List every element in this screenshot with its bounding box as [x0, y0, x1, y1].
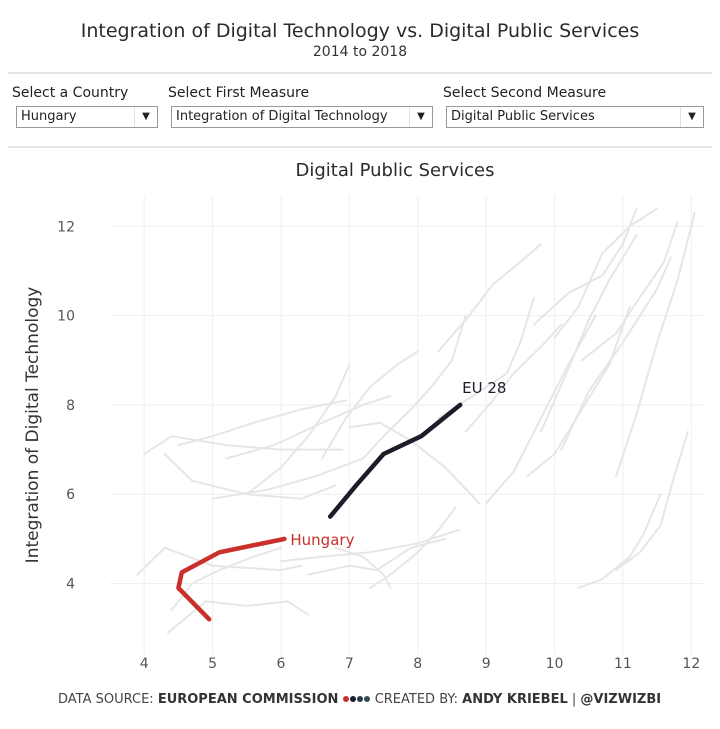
brand-dot [342, 696, 349, 702]
line-chart: 4 5 6 7 8 9 10 11 12 4 6 8 10 12 Integration of Digita… [23, 195, 705, 672]
background-country-line [526, 305, 631, 478]
country-filter-label: Select a Country [12, 85, 129, 101]
hungary-label: Hungary [290, 531, 354, 549]
second-measure-value: Digital Public Services [451, 109, 595, 124]
background-country-line [577, 493, 662, 589]
background-country-line [348, 421, 481, 505]
brand-dot [349, 696, 356, 702]
chevron-down-icon[interactable]: ▼ [134, 107, 157, 127]
eu28-line [327, 402, 463, 519]
brand-dots [342, 692, 371, 707]
page-subtitle: 2014 to 2018 [312, 44, 408, 60]
divider-middle [8, 146, 712, 148]
country-filter: Select a Country Hungary ▼ [12, 85, 158, 128]
x-tick-label: 12 [682, 656, 700, 672]
background-country-line [539, 234, 638, 433]
divider-top [8, 72, 712, 74]
background-country-line [368, 506, 457, 589]
x-tick-label: 4 [140, 656, 149, 672]
footer-separator: | [567, 692, 581, 707]
background-country-line [307, 537, 447, 576]
first-measure-value: Integration of Digital Technology [176, 109, 388, 124]
background-country-line [136, 546, 303, 576]
source-prefix: DATA SOURCE: [58, 692, 158, 707]
brand-dot [363, 696, 370, 702]
y-tick-label: 4 [66, 577, 75, 593]
background-country-line [553, 207, 659, 339]
second-measure-select[interactable]: Digital Public Services ▼ [446, 106, 704, 128]
brand-dot [356, 696, 363, 702]
second-measure-filter: Select Second Measure Digital Public Ser… [443, 85, 704, 128]
y-axis-label: Integration of Digital Technology [23, 287, 43, 564]
x-tick-label: 6 [277, 656, 286, 672]
x-tick-label: 8 [413, 656, 422, 672]
country-select[interactable]: Hungary ▼ [16, 106, 158, 128]
background-country-line [533, 207, 638, 326]
page-title: Integration of Digital Technology vs. Di… [80, 20, 640, 42]
background-country-line [225, 395, 392, 460]
background-country-line [464, 323, 563, 433]
author-handle: @VIZWIZBI [580, 692, 662, 707]
y-tick-label: 6 [66, 487, 75, 503]
background-country-line [560, 256, 672, 451]
x-tick-label: 9 [482, 656, 491, 672]
background-country-line [382, 314, 467, 438]
background-country-line [167, 600, 310, 634]
eu28-label: EU 28 [462, 379, 506, 397]
background-country-line [437, 243, 542, 353]
created-prefix: CREATED BY: [374, 692, 463, 707]
y-tick-label: 12 [57, 219, 75, 235]
chevron-down-icon[interactable]: ▼ [680, 107, 703, 127]
x-tick-label: 11 [614, 656, 632, 672]
hungary-line [176, 536, 287, 622]
author-name: ANDY KRIEBEL [462, 692, 568, 707]
first-measure-label: Select First Measure [168, 85, 310, 101]
x-tick-label: 10 [546, 656, 564, 672]
second-measure-label: Select Second Measure [443, 85, 607, 101]
first-measure-select[interactable]: Integration of Digital Technology ▼ [171, 106, 433, 128]
first-measure-filter: Select First Measure Integration of Digi… [168, 85, 433, 128]
background-country-line [321, 350, 419, 460]
background-country-line [177, 399, 347, 447]
chart-title: Digital Public Services [295, 160, 495, 181]
x-tick-label: 7 [345, 656, 354, 672]
footer: DATA SOURCE: EUROPEAN COMMISSION CREATED… [58, 692, 661, 707]
background-country-line [615, 430, 689, 572]
y-tick-label: 10 [57, 309, 75, 325]
background-country-line [334, 546, 392, 589]
background-country-line [245, 363, 351, 496]
y-tick-label: 8 [66, 398, 75, 414]
background-country-line [615, 211, 696, 478]
background-country-line [580, 220, 679, 362]
x-tick-label: 5 [208, 656, 217, 672]
chevron-down-icon[interactable]: ▼ [409, 107, 432, 127]
background-country-line [143, 435, 344, 455]
source-name: EUROPEAN COMMISSION [157, 692, 339, 707]
country-select-value: Hungary [21, 109, 77, 124]
